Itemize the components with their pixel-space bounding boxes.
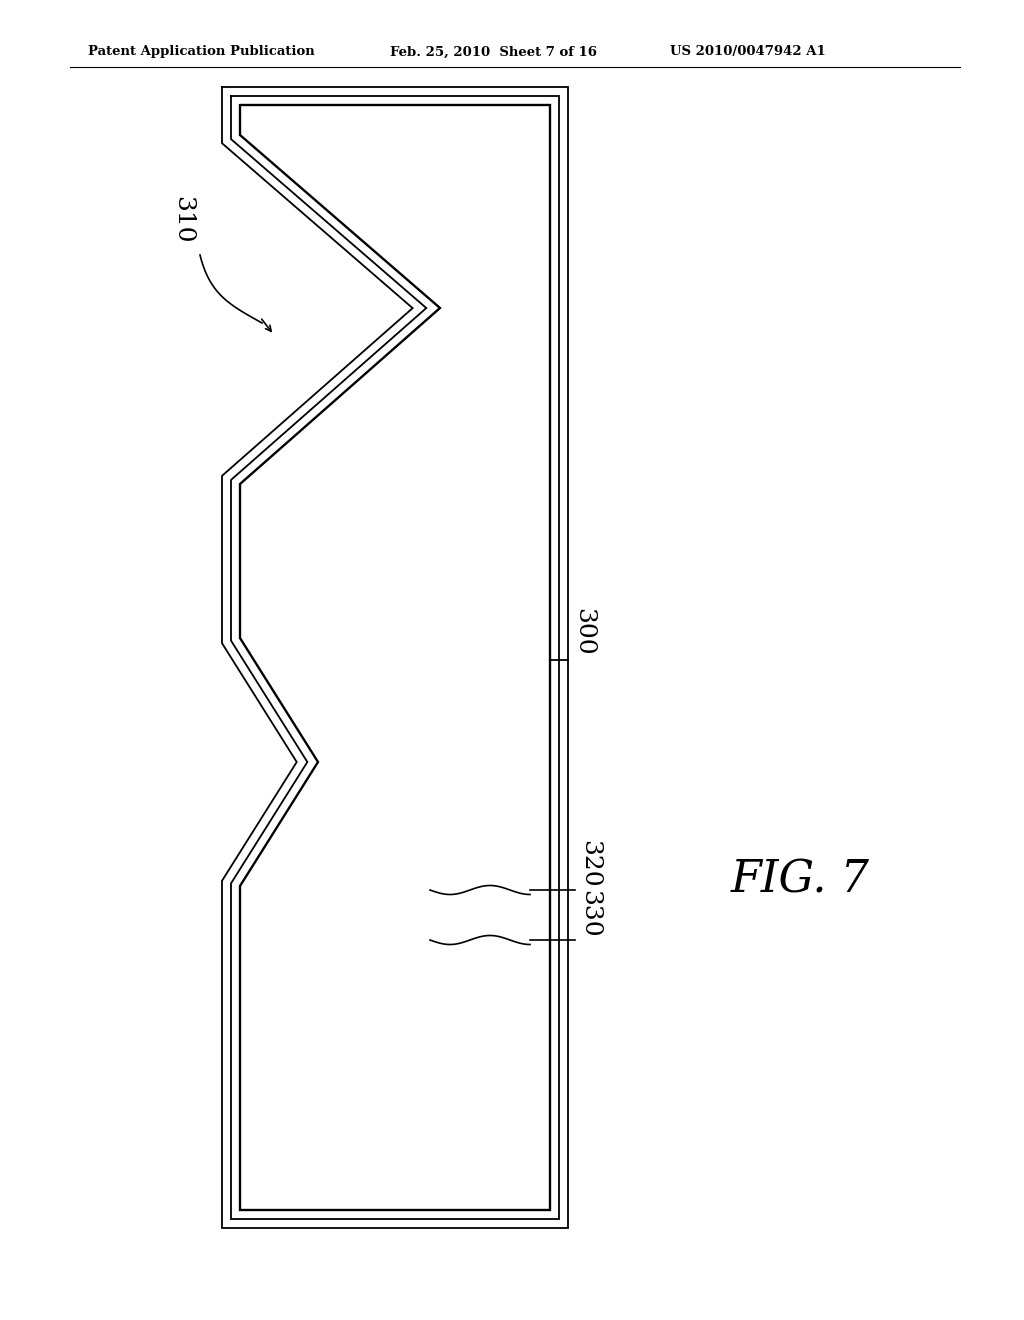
Text: 300: 300 (572, 609, 595, 656)
Text: Patent Application Publication: Patent Application Publication (88, 45, 314, 58)
Text: 310: 310 (171, 197, 195, 244)
Text: FIG. 7: FIG. 7 (730, 858, 869, 902)
Text: Feb. 25, 2010  Sheet 7 of 16: Feb. 25, 2010 Sheet 7 of 16 (390, 45, 597, 58)
Text: 320: 320 (578, 841, 601, 888)
Text: US 2010/0047942 A1: US 2010/0047942 A1 (670, 45, 825, 58)
Text: 330: 330 (578, 891, 601, 939)
